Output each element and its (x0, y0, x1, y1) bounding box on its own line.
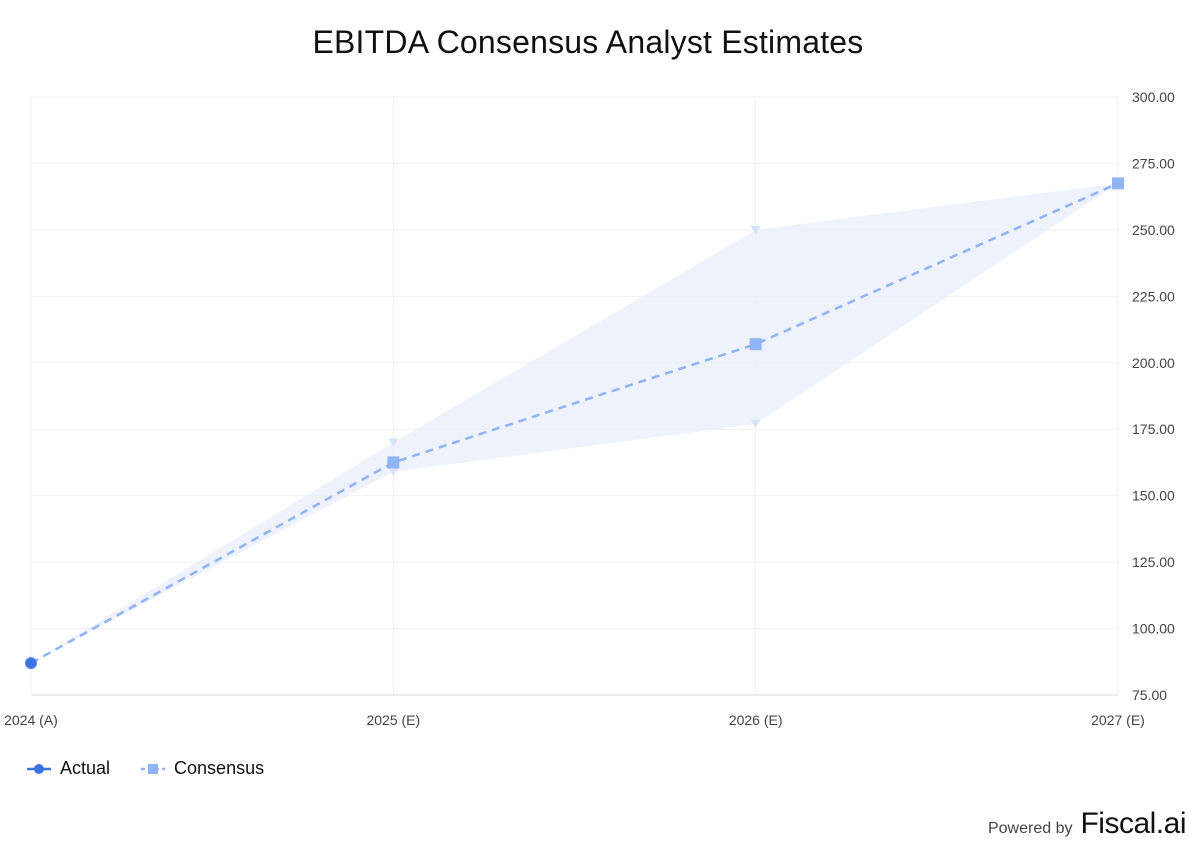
chart-legend: Actual Consensus (26, 758, 264, 779)
axis-labels: 300.00 275.00 250.00 225.00 200.00 175.00 150.… (4, 89, 1175, 728)
y-tick-label: 100.00 (1132, 621, 1175, 637)
consensus-point (387, 456, 400, 469)
x-tick-label: 2027 (E) (1091, 712, 1145, 728)
series-markers (25, 177, 1124, 670)
x-tick-label: 2024 (A) (4, 712, 58, 728)
chart-title: EBITDA Consensus Analyst Estimates (312, 24, 864, 60)
range-high-marker (750, 225, 761, 234)
range-high-marker (388, 438, 399, 447)
estimate-range-band (31, 183, 1118, 664)
y-tick-label: 250.00 (1132, 222, 1175, 238)
range-band-area (31, 183, 1118, 664)
legend-consensus-label: Consensus (174, 758, 265, 778)
legend-item-consensus[interactable]: Consensus (140, 758, 264, 779)
y-tick-label: 300.00 (1132, 89, 1175, 105)
legend-actual-label: Actual (60, 758, 111, 778)
brand-logo: Fiscal.ai (1080, 807, 1186, 840)
consensus-point (1112, 177, 1124, 190)
legend-consensus-swatch (141, 763, 166, 774)
y-tick-label: 275.00 (1132, 155, 1175, 171)
x-tick-label: 2025 (E) (366, 712, 420, 728)
y-tick-label: 75.00 (1132, 687, 1167, 703)
y-tick-label: 125.00 (1132, 554, 1175, 570)
powered-by-footer[interactable]: Powered by Fiscal.ai (987, 807, 1187, 841)
powered-by-text: Powered by (987, 820, 1073, 837)
y-tick-label: 150.00 (1132, 488, 1175, 504)
range-low-marker (388, 467, 399, 476)
legend-item-actual[interactable]: Actual (26, 758, 110, 779)
x-tick-label: 2026 (E) (729, 712, 783, 728)
consensus-series-line (30, 182, 1119, 665)
legend-actual-swatch (27, 763, 51, 774)
series-lines (30, 182, 1119, 665)
consensus-point (749, 338, 762, 351)
range-low-marker (750, 419, 761, 428)
y-tick-label: 225.00 (1132, 288, 1175, 304)
y-tick-label: 200.00 (1132, 355, 1175, 371)
y-tick-label: 175.00 (1132, 421, 1175, 437)
actual-point (25, 657, 37, 670)
